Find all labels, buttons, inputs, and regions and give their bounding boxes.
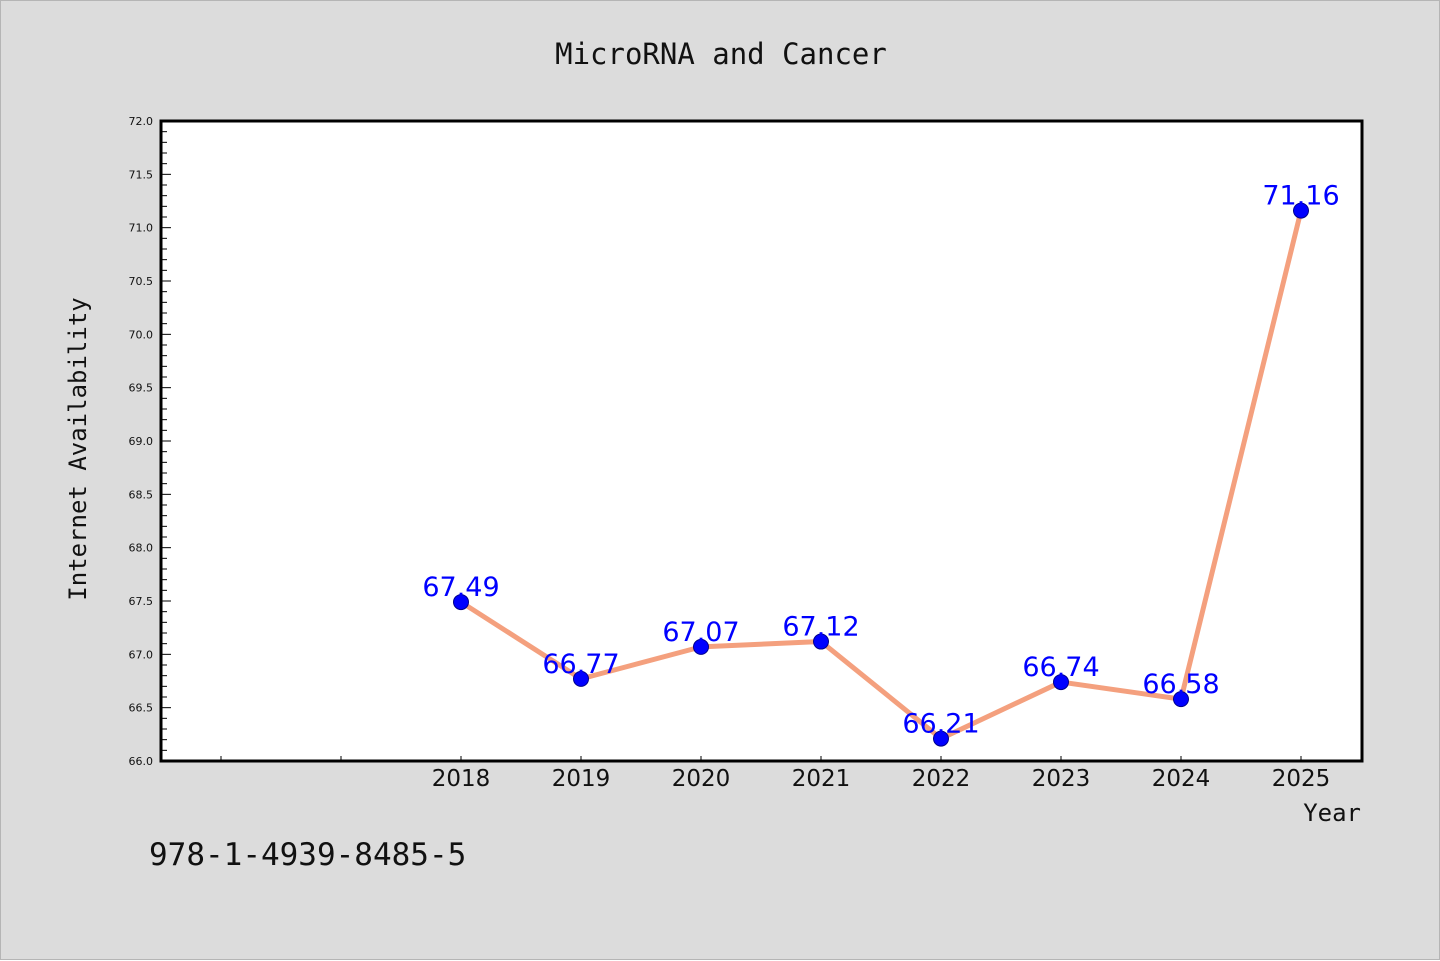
y-tick-label: 68.5 bbox=[129, 488, 154, 501]
x-tick-label: 2019 bbox=[552, 766, 611, 792]
data-point bbox=[1173, 691, 1189, 708]
x-tick-label: 2025 bbox=[1272, 766, 1331, 792]
y-tick-label: 69.0 bbox=[129, 435, 154, 448]
data-point bbox=[453, 594, 469, 611]
data-point bbox=[1293, 202, 1309, 219]
data-label: 67.12 bbox=[782, 612, 859, 643]
y-axis: 66.0 66.5 67.0 67.5 68.0 68.5 69.0 69.5 70.0 70.5… bbox=[129, 115, 171, 768]
y-tick-label: 70.0 bbox=[129, 328, 154, 341]
series-layer bbox=[453, 202, 1309, 747]
data-label: 66.58 bbox=[1142, 669, 1219, 700]
data-label: 66.77 bbox=[542, 649, 619, 680]
y-tick-label: 71.5 bbox=[129, 168, 154, 181]
data-point bbox=[813, 633, 829, 650]
series-line bbox=[458, 208, 1304, 742]
x-tick-label: 2023 bbox=[1032, 766, 1091, 792]
x-tick-label: 2020 bbox=[672, 766, 731, 792]
isbn-code: 978-1-4939-8485-5 bbox=[149, 837, 466, 873]
data-label: 67.07 bbox=[662, 617, 739, 648]
data-point bbox=[933, 730, 949, 747]
x-tick-label: 2024 bbox=[1152, 766, 1211, 792]
y-tick-label: 68.0 bbox=[129, 542, 154, 555]
y-tick-label: 69.5 bbox=[129, 382, 154, 395]
y-tick-label: 67.5 bbox=[129, 595, 154, 608]
y-axis-title: Internet Availability bbox=[64, 297, 92, 600]
x-tick-label: 2018 bbox=[432, 766, 491, 792]
x-tick-label: 2021 bbox=[792, 766, 851, 792]
data-label: 66.21 bbox=[902, 709, 979, 740]
y-tick-label: 67.0 bbox=[129, 648, 154, 661]
plot-area bbox=[159, 119, 1364, 763]
x-tick-label: 2022 bbox=[912, 766, 971, 792]
data-label: 67.49 bbox=[422, 572, 499, 603]
data-point bbox=[573, 670, 589, 687]
data-label: 66.74 bbox=[1022, 652, 1099, 683]
data-point bbox=[1053, 674, 1069, 691]
y-tick-label: 70.5 bbox=[129, 275, 154, 288]
data-label: 71.16 bbox=[1262, 181, 1339, 212]
x-axis: 2018 2019 2020 2021 2022 2023 2024 2025 bbox=[220, 756, 1331, 792]
data-point bbox=[693, 638, 709, 655]
y-tick-label: 66.0 bbox=[129, 755, 154, 768]
y-tick-label: 72.0 bbox=[129, 115, 154, 128]
y-tick-label: 71.0 bbox=[129, 222, 154, 235]
x-axis-title: Year bbox=[1303, 799, 1361, 827]
y-tick-label: 66.5 bbox=[129, 702, 154, 715]
chart-title: MicroRNA and Cancer bbox=[555, 37, 887, 71]
data-label-layer: 67.49 66.77 67.07 67.12 66.21 66.74 66.58 71.16 bbox=[422, 181, 1339, 740]
